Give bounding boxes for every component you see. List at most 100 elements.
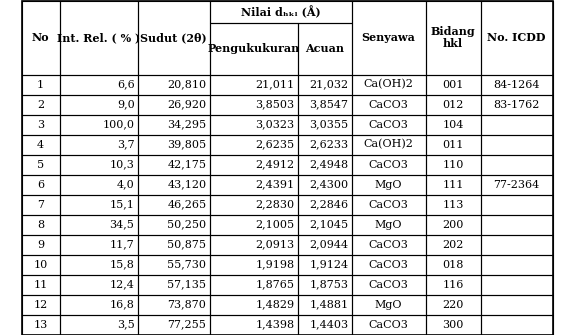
Bar (21, 115, 60, 134)
Text: 3,0355: 3,0355 (309, 120, 348, 130)
Text: 3,8503: 3,8503 (255, 99, 294, 110)
Bar (210, 294, 297, 315)
Bar (480, 294, 553, 315)
Bar (210, 175, 297, 195)
Bar (297, 195, 351, 214)
Text: CaCO3: CaCO3 (369, 279, 409, 289)
Text: 46,265: 46,265 (168, 200, 207, 209)
Text: 26,920: 26,920 (168, 99, 207, 110)
Text: MgO: MgO (375, 180, 402, 190)
Bar (480, 274, 553, 294)
Text: 6,6: 6,6 (117, 79, 134, 89)
Text: 20,810: 20,810 (168, 79, 207, 89)
Text: 113: 113 (443, 200, 464, 209)
Bar (297, 74, 351, 94)
Bar (60, 255, 138, 274)
Text: 220: 220 (443, 299, 464, 310)
Bar (138, 294, 210, 315)
Text: 2,2830: 2,2830 (255, 200, 294, 209)
Text: 50,875: 50,875 (168, 240, 207, 250)
Bar (138, 134, 210, 154)
Bar (480, 94, 553, 115)
Text: 12,4: 12,4 (110, 279, 134, 289)
Text: 16,8: 16,8 (110, 299, 134, 310)
Bar (21, 234, 60, 255)
Bar (297, 315, 351, 335)
Bar (297, 154, 351, 175)
Text: 1,4398: 1,4398 (255, 320, 294, 330)
Text: 57,135: 57,135 (168, 279, 207, 289)
Text: 9: 9 (37, 240, 44, 250)
Text: 012: 012 (443, 99, 464, 110)
Bar (210, 134, 297, 154)
Text: 2,4300: 2,4300 (309, 180, 348, 190)
Bar (480, 214, 553, 234)
Text: Nilai dₕₖₗ (Å): Nilai dₕₖₗ (Å) (241, 5, 320, 18)
Bar (351, 134, 425, 154)
Bar (60, 234, 138, 255)
Text: Pengukukuran: Pengukukuran (207, 43, 300, 54)
Bar (297, 175, 351, 195)
Text: 11,7: 11,7 (110, 240, 134, 250)
Bar (351, 195, 425, 214)
Bar (351, 0, 425, 74)
Text: 1,4403: 1,4403 (309, 320, 348, 330)
Bar (480, 255, 553, 274)
Bar (138, 255, 210, 274)
Text: 2,2846: 2,2846 (309, 200, 348, 209)
Bar (138, 214, 210, 234)
Bar (138, 195, 210, 214)
Text: 2,0944: 2,0944 (309, 240, 348, 250)
Bar (351, 234, 425, 255)
Bar (480, 175, 553, 195)
Text: 3,8547: 3,8547 (309, 99, 348, 110)
Text: 2,6233: 2,6233 (309, 139, 348, 149)
Bar (210, 315, 297, 335)
Bar (425, 175, 480, 195)
Bar (138, 115, 210, 134)
Text: CaCO3: CaCO3 (369, 260, 409, 269)
Text: 116: 116 (443, 279, 464, 289)
Bar (138, 274, 210, 294)
Text: 2,1005: 2,1005 (255, 219, 294, 229)
Bar (351, 214, 425, 234)
Bar (60, 134, 138, 154)
Bar (60, 294, 138, 315)
Bar (297, 115, 351, 134)
Bar (297, 274, 351, 294)
Text: 2,4912: 2,4912 (255, 159, 294, 170)
Text: 83-1762: 83-1762 (493, 99, 540, 110)
Text: 011: 011 (443, 139, 464, 149)
Bar (480, 315, 553, 335)
Bar (60, 154, 138, 175)
Text: 2,4948: 2,4948 (309, 159, 348, 170)
Bar (21, 214, 60, 234)
Bar (425, 234, 480, 255)
Text: 10,3: 10,3 (110, 159, 134, 170)
Text: 12: 12 (33, 299, 48, 310)
Text: 7: 7 (37, 200, 44, 209)
Text: Ca(OH)2: Ca(OH)2 (363, 139, 413, 150)
Text: 1,8753: 1,8753 (309, 279, 348, 289)
Text: 11: 11 (33, 279, 48, 289)
Text: 2,1045: 2,1045 (309, 219, 348, 229)
Text: 77,255: 77,255 (168, 320, 207, 330)
Bar (351, 294, 425, 315)
Bar (138, 175, 210, 195)
Bar (351, 115, 425, 134)
Bar (425, 74, 480, 94)
Text: 018: 018 (443, 260, 464, 269)
Bar (480, 134, 553, 154)
Bar (480, 154, 553, 175)
Text: 9,0: 9,0 (117, 99, 134, 110)
Text: 3: 3 (37, 120, 44, 130)
Text: MgO: MgO (375, 299, 402, 310)
Bar (297, 255, 351, 274)
Text: 111: 111 (443, 180, 464, 190)
Text: 5: 5 (37, 159, 44, 170)
Bar (21, 74, 60, 94)
Text: No. ICDD: No. ICDD (487, 32, 546, 43)
Bar (210, 22, 297, 74)
Text: 39,805: 39,805 (168, 139, 207, 149)
Bar (138, 315, 210, 335)
